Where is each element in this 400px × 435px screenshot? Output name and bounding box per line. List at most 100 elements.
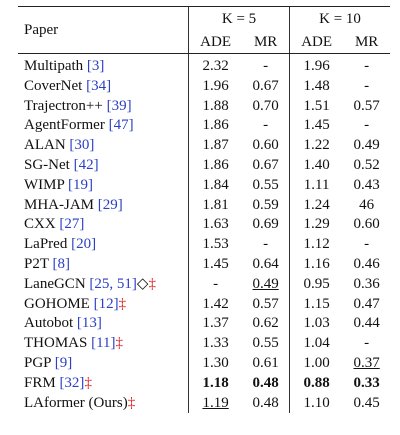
metric-header: MR: [242, 31, 290, 54]
value-cell: 1.03: [289, 314, 344, 335]
value-cell: -: [343, 77, 390, 97]
value: 0.62: [252, 315, 279, 332]
paper-name: Autobot: [24, 315, 74, 332]
value: 1.84: [202, 176, 229, 193]
citation: [12]: [93, 295, 119, 312]
row: P2T [8] 1.45 0.64 1.16 0.46: [18, 254, 390, 275]
row: WIMP [19] 1.84 0.55 1.11 0.43: [18, 175, 390, 196]
paper-cell: FRM [32]‡: [18, 374, 189, 394]
citation: [25, 51]: [89, 275, 137, 292]
value: 1.88: [202, 97, 229, 114]
header-paper: Paper: [18, 6, 189, 54]
paper-name: PGP: [24, 354, 51, 371]
value-cell: 0.64: [242, 255, 289, 275]
value-cell: -: [343, 116, 390, 136]
paper-name: Trajectron++: [24, 97, 103, 114]
citation: [29]: [97, 196, 123, 213]
value-cell: 0.57: [242, 295, 289, 315]
paper-name: GOHOME: [24, 295, 90, 312]
metric-header: ADE: [289, 31, 344, 54]
value: 1.86: [202, 117, 229, 134]
value: 1.22: [303, 137, 330, 154]
value: 0.33: [353, 374, 380, 391]
value-cell: 1.19: [188, 393, 243, 414]
value: 0.55: [252, 335, 279, 352]
value: 2.32: [202, 58, 229, 74]
paper-name: LaPred: [24, 236, 68, 253]
value-cell: 1.33: [188, 334, 243, 354]
paper-name: CXX: [24, 216, 56, 233]
citation: [42]: [73, 156, 99, 173]
value-cell: 0.70: [242, 97, 289, 117]
value-cell: 1.48: [289, 76, 344, 97]
value: 1.11: [303, 176, 330, 193]
value-cell: 0.95: [289, 274, 344, 295]
citation: [19]: [68, 176, 94, 193]
value-cell: 0.62: [242, 314, 289, 334]
citation: [47]: [108, 117, 134, 134]
value: 0.48: [252, 374, 279, 391]
value: 0.55: [252, 176, 279, 193]
value: 0.45: [353, 394, 380, 411]
citation: [3]: [86, 58, 105, 74]
results-table: Paper K = 5 K = 10 ADE MR ADE MR Multipa…: [18, 6, 390, 414]
value: 1.16: [303, 255, 330, 272]
citation: [34]: [86, 77, 112, 94]
value-cell: 1.18: [188, 373, 243, 394]
value: 0.49: [353, 137, 380, 154]
value: 0.60: [252, 137, 279, 154]
value-cell: 0.67: [242, 77, 289, 97]
value: -: [213, 275, 219, 292]
value: 1.29: [303, 216, 330, 233]
mark: ‡: [127, 394, 136, 411]
value-cell: 1.81: [188, 195, 243, 216]
value: 0.95: [303, 275, 330, 292]
value-cell: 0.48: [242, 374, 289, 394]
mark: ‡: [148, 275, 156, 292]
value-cell: 0.55: [242, 176, 289, 196]
value-cell: 1.37: [188, 314, 243, 335]
paper-cell: LAformer (Ours)‡: [18, 394, 189, 414]
row: LaneGCN [25, 51]◇‡ - 0.49 0.95 0.36: [18, 274, 390, 295]
citation: [20]: [71, 236, 97, 253]
value: 1.12: [303, 236, 330, 253]
paper-cell: CoverNet [34]: [18, 77, 189, 97]
value: 1.81: [202, 196, 229, 213]
paper-cell: AgentFormer [47]: [18, 116, 189, 136]
value-cell: 0.47: [343, 295, 390, 315]
value-cell: 0.60: [242, 136, 289, 156]
value-cell: 46: [343, 196, 390, 216]
citation: [30]: [69, 137, 95, 154]
row: FRM [32]‡ 1.18 0.48 0.88 0.33: [18, 373, 390, 394]
value: 1.30: [202, 354, 229, 371]
paper-cell: Trajectron++ [39]: [18, 97, 189, 117]
mark: ‡: [118, 295, 127, 312]
citation: [39]: [106, 97, 132, 114]
row: MHA-JAM [29] 1.81 0.59 1.24 46: [18, 195, 390, 216]
value-cell: 1.22: [289, 136, 344, 156]
value-cell: 1.84: [188, 175, 243, 196]
value-cell: 0.55: [242, 334, 289, 354]
value: -: [364, 77, 370, 94]
value-cell: 1.51: [289, 96, 344, 117]
value-cell: -: [343, 235, 390, 255]
value-cell: 1.86: [188, 155, 243, 176]
value: 0.46: [353, 255, 380, 272]
value: 0.47: [353, 295, 380, 312]
paper-name: LAformer (Ours): [24, 394, 128, 411]
paper-name: LaneGCN: [24, 275, 86, 292]
paper-cell: SG-Net [42]: [18, 156, 189, 176]
citation: [8]: [52, 255, 70, 272]
paper-name: WIMP: [24, 176, 65, 193]
value: 0.88: [303, 374, 330, 391]
value: 1.10: [303, 394, 330, 411]
value-cell: 0.61: [242, 354, 289, 374]
value: -: [364, 236, 370, 253]
value: 1.86: [202, 156, 229, 173]
citation: [27]: [59, 216, 85, 233]
value: 1.48: [303, 77, 330, 94]
value: 0.49: [252, 275, 279, 292]
value-cell: -: [343, 54, 390, 77]
value: 1.03: [303, 315, 330, 332]
value: 1.53: [202, 236, 229, 253]
